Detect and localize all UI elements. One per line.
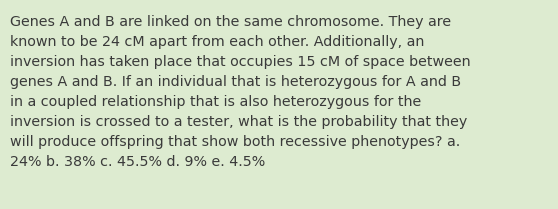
Text: Genes A and B are linked on the same chromosome. They are
known to be 24 cM apar: Genes A and B are linked on the same chr… [10, 15, 470, 169]
